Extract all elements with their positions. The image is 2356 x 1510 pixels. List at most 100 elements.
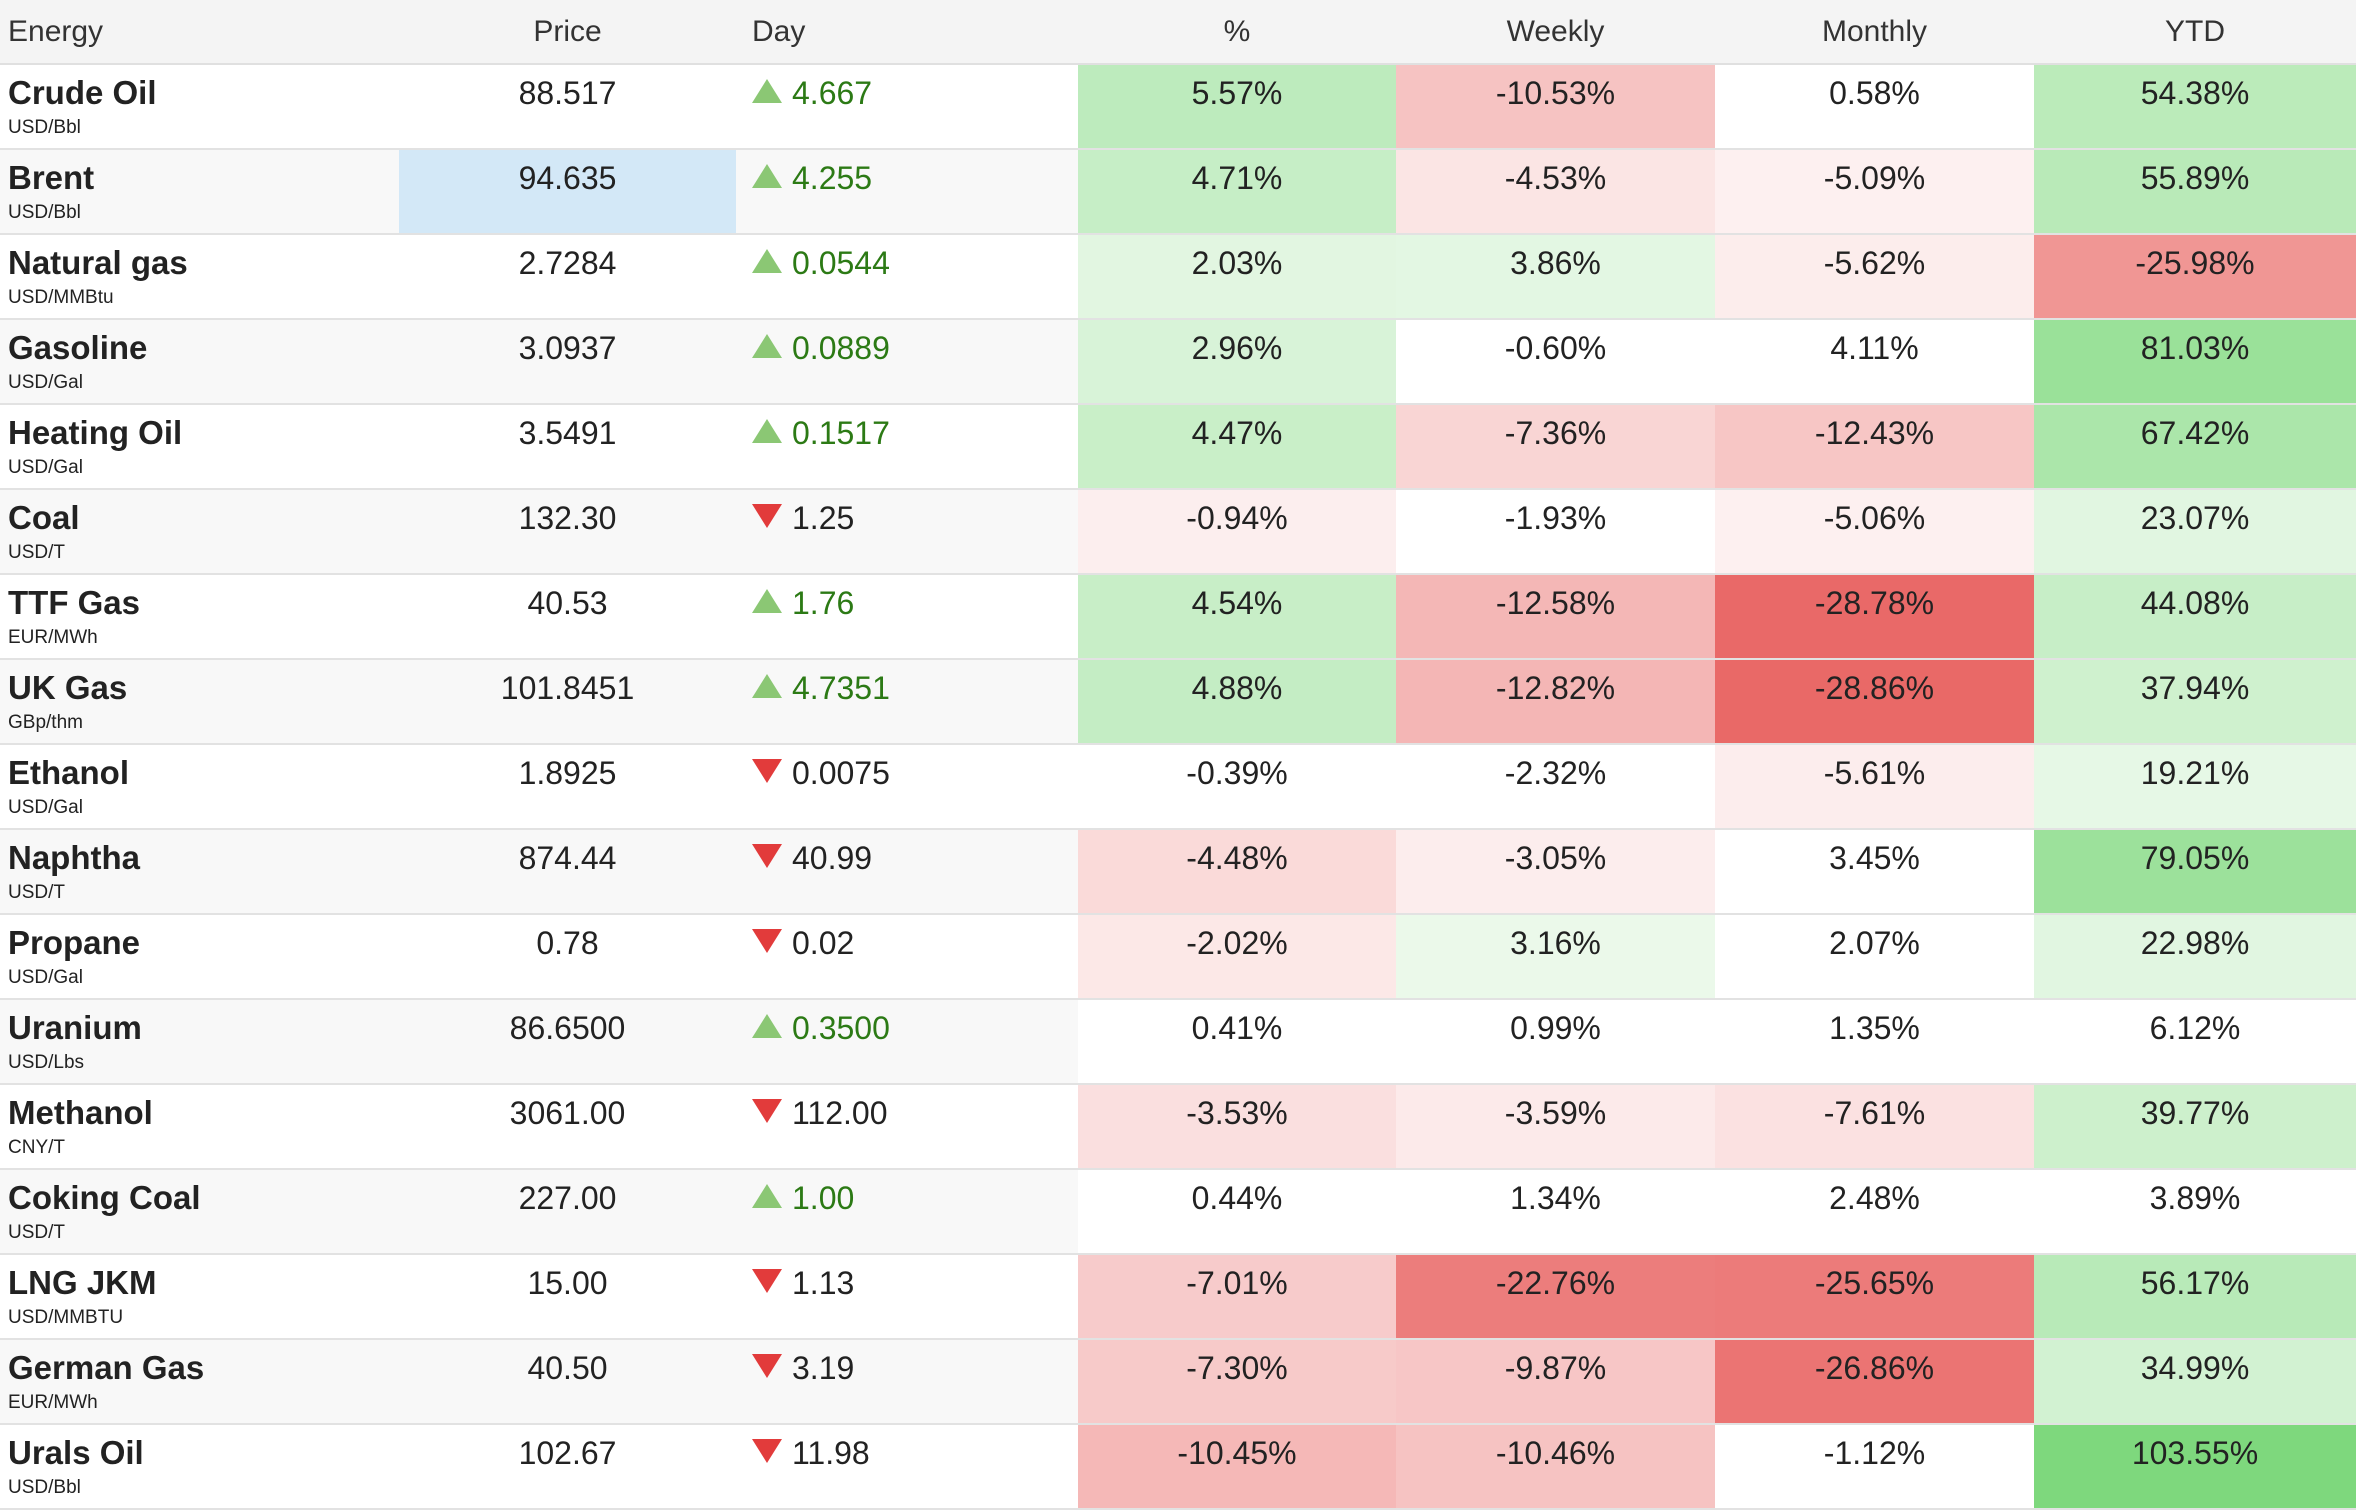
commodity-name[interactable]: TTF Gas: [8, 584, 141, 621]
arrow-up-icon: [752, 1014, 782, 1038]
commodity-cell: Heating Oil USD/Gal: [0, 405, 399, 490]
weekly-change-cell: -10.53%: [1396, 65, 1715, 150]
weekly-change-cell: -10.46%: [1396, 1425, 1715, 1510]
header-monthly[interactable]: Monthly: [1715, 0, 2034, 65]
monthly-change-cell: -5.06%: [1715, 490, 2034, 575]
commodity-unit: USD/Bbl: [8, 1476, 81, 1498]
commodity-name[interactable]: Naphtha: [8, 839, 140, 876]
commodity-name[interactable]: Heating Oil: [8, 414, 183, 451]
ytd-change-cell: 22.98%: [2034, 915, 2356, 1000]
commodity-name[interactable]: Propane: [8, 924, 141, 961]
monthly-change-cell: -12.43%: [1715, 405, 2034, 490]
weekly-change-cell: -2.32%: [1396, 745, 1715, 830]
ytd-change-cell: 44.08%: [2034, 575, 2356, 660]
percent-change-cell: 4.54%: [1078, 575, 1396, 660]
day-change-cell: 4.667: [736, 65, 1078, 150]
ytd-change-cell: 23.07%: [2034, 490, 2356, 575]
day-change-cell: 0.0544: [736, 235, 1078, 320]
percent-change-cell: 2.03%: [1078, 235, 1396, 320]
day-change-cell: 11.98: [736, 1425, 1078, 1510]
header-day[interactable]: Day: [736, 0, 1078, 65]
ytd-change-cell: 81.03%: [2034, 320, 2356, 405]
header-energy[interactable]: Energy: [0, 0, 399, 65]
price-cell: 40.50: [399, 1340, 736, 1425]
percent-change-cell: 0.44%: [1078, 1170, 1396, 1255]
arrow-down-icon: [752, 929, 782, 953]
commodity-name[interactable]: German Gas: [8, 1349, 205, 1386]
commodity-name[interactable]: UK Gas: [8, 669, 128, 706]
price-cell: 227.00: [399, 1170, 736, 1255]
commodity-name[interactable]: Natural gas: [8, 244, 188, 281]
ytd-change-cell: 56.17%: [2034, 1255, 2356, 1340]
header-ytd[interactable]: YTD: [2034, 0, 2356, 65]
ytd-change-cell: 55.89%: [2034, 150, 2356, 235]
commodity-unit: USD/MMBtu: [8, 286, 114, 308]
day-change-value: 1.25: [792, 500, 855, 536]
commodity-cell: Brent USD/Bbl: [0, 150, 399, 235]
percent-change-cell: 4.71%: [1078, 150, 1396, 235]
day-change-value: 0.3500: [792, 1010, 890, 1046]
header-percent[interactable]: %: [1078, 0, 1396, 65]
percent-change-cell: -3.53%: [1078, 1085, 1396, 1170]
arrow-up-icon: [752, 1184, 782, 1208]
day-change-cell: 3.19: [736, 1340, 1078, 1425]
day-change-value: 0.0889: [792, 330, 890, 366]
commodity-unit: USD/Bbl: [8, 116, 81, 138]
commodity-name[interactable]: LNG JKM: [8, 1264, 157, 1301]
header-price[interactable]: Price: [399, 0, 736, 65]
weekly-change-cell: -7.36%: [1396, 405, 1715, 490]
commodity-cell: Crude Oil USD/Bbl: [0, 65, 399, 150]
commodity-unit: USD/T: [8, 881, 65, 903]
commodity-name[interactable]: Coal: [8, 499, 80, 536]
commodity-cell: Urals Oil USD/Bbl: [0, 1425, 399, 1510]
weekly-change-cell: 0.99%: [1396, 1000, 1715, 1085]
day-change-value: 0.02: [792, 925, 855, 961]
ytd-change-cell: 54.38%: [2034, 65, 2356, 150]
arrow-down-icon: [752, 759, 782, 783]
monthly-change-cell: -5.09%: [1715, 150, 2034, 235]
day-change-cell: 0.0075: [736, 745, 1078, 830]
weekly-change-cell: 1.34%: [1396, 1170, 1715, 1255]
price-cell: 874.44: [399, 830, 736, 915]
commodity-name[interactable]: Methanol: [8, 1094, 153, 1131]
price-cell: 15.00: [399, 1255, 736, 1340]
header-weekly[interactable]: Weekly: [1396, 0, 1715, 65]
commodity-unit: USD/Gal: [8, 796, 83, 818]
weekly-change-cell: -0.60%: [1396, 320, 1715, 405]
commodity-name[interactable]: Ethanol: [8, 754, 129, 791]
price-cell: 101.8451: [399, 660, 736, 745]
commodity-unit: USD/Gal: [8, 371, 83, 393]
day-change-cell: 40.99: [736, 830, 1078, 915]
percent-change-cell: -0.94%: [1078, 490, 1396, 575]
arrow-down-icon: [752, 1354, 782, 1378]
percent-change-cell: -0.39%: [1078, 745, 1396, 830]
commodity-unit: USD/Lbs: [8, 1051, 85, 1073]
commodity-unit: EUR/MWh: [8, 626, 98, 648]
commodity-name[interactable]: Uranium: [8, 1009, 142, 1046]
day-change-cell: 112.00: [736, 1085, 1078, 1170]
commodity-name[interactable]: Brent: [8, 159, 95, 196]
ytd-change-cell: 67.42%: [2034, 405, 2356, 490]
commodity-unit: CNY/T: [8, 1136, 65, 1158]
percent-change-cell: 0.41%: [1078, 1000, 1396, 1085]
commodity-unit: USD/Bbl: [8, 201, 81, 223]
ytd-change-cell: 34.99%: [2034, 1340, 2356, 1425]
arrow-up-icon: [752, 334, 782, 358]
monthly-change-cell: 4.11%: [1715, 320, 2034, 405]
ytd-change-cell: 6.12%: [2034, 1000, 2356, 1085]
weekly-change-cell: -4.53%: [1396, 150, 1715, 235]
monthly-change-cell: -1.12%: [1715, 1425, 2034, 1510]
weekly-change-cell: -22.76%: [1396, 1255, 1715, 1340]
commodity-name[interactable]: Coking Coal: [8, 1179, 201, 1216]
ytd-change-cell: 19.21%: [2034, 745, 2356, 830]
commodity-name[interactable]: Crude Oil: [8, 74, 157, 111]
commodity-cell: Propane USD/Gal: [0, 915, 399, 1000]
commodity-unit: USD/T: [8, 1221, 65, 1243]
arrow-up-icon: [752, 79, 782, 103]
commodity-name[interactable]: Urals Oil: [8, 1434, 144, 1471]
arrow-down-icon: [752, 504, 782, 528]
monthly-change-cell: -5.61%: [1715, 745, 2034, 830]
arrow-up-icon: [752, 674, 782, 698]
commodity-name[interactable]: Gasoline: [8, 329, 148, 366]
